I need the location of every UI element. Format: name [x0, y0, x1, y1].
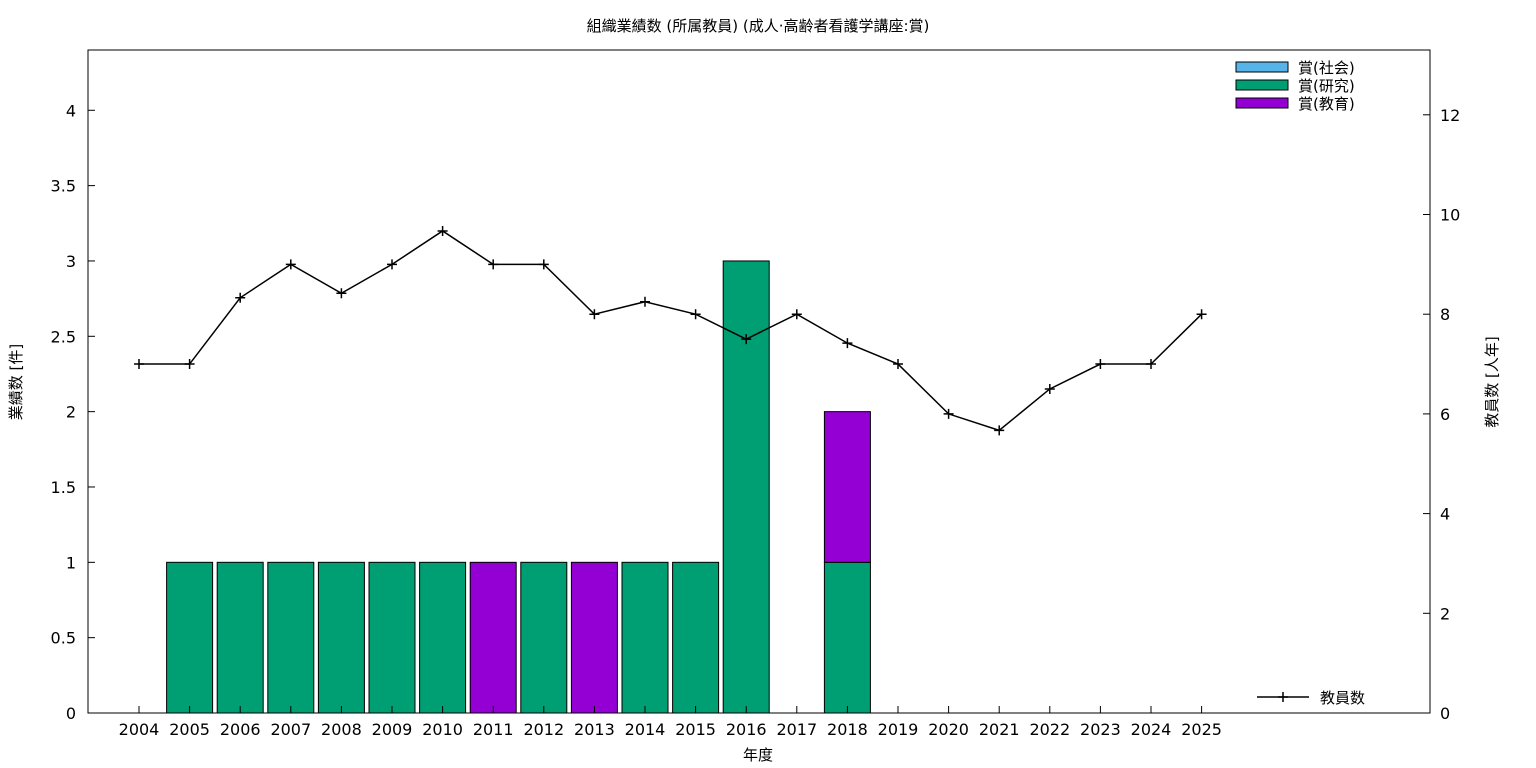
x-tick-label: 2004 [119, 720, 160, 739]
x-tick-label: 2010 [422, 720, 463, 739]
y-tick-label: 3 [66, 252, 76, 271]
legend-label: 賞(研究) [1298, 77, 1355, 95]
y-tick-label: 2.5 [51, 327, 76, 346]
y-tick-label: 0 [66, 704, 76, 723]
x-tick-label: 2007 [270, 720, 311, 739]
x-tick-label: 2009 [372, 720, 413, 739]
y-tick-label: 1 [66, 553, 76, 572]
bar [823, 411, 871, 563]
y2-tick-label: 4 [1440, 505, 1450, 524]
line-point [235, 292, 246, 303]
x-tick-label: 2018 [827, 720, 868, 739]
x-tick-label: 2023 [1080, 720, 1121, 739]
y-tick-label: 2 [66, 403, 76, 422]
plot-frame [87, 49, 1431, 714]
line-point [1095, 359, 1106, 370]
y2-tick-label: 6 [1440, 405, 1450, 424]
chart-title: 組織業績数 (所属教員) (成人·高齢者看護学講座:賞) [587, 17, 930, 35]
line-series-faculty [139, 230, 1203, 432]
x-tick-label: 2025 [1181, 720, 1222, 739]
x-tick-label: 2017 [776, 720, 817, 739]
line-point [387, 259, 397, 270]
line-layer [134, 225, 1207, 436]
x-axis-label: 年度 [743, 746, 773, 764]
bar [419, 561, 467, 714]
bars-layer [166, 260, 871, 714]
x-tick-label: 2015 [675, 720, 716, 739]
legend-line-marker [1278, 692, 1288, 702]
line-point [690, 309, 701, 320]
bar [469, 561, 517, 714]
bar [621, 561, 669, 714]
legend-label: 賞(教育) [1298, 95, 1355, 113]
y2-tick-label: 8 [1440, 305, 1450, 324]
line-point [1146, 359, 1156, 370]
bar [317, 561, 365, 714]
x-tick-label: 2024 [1131, 720, 1172, 739]
y2-axis-label: 教員数 [人年] [1483, 336, 1501, 427]
x-tick-label: 2005 [169, 720, 210, 739]
axes-layer: 0 0.5 1 1.5 2 2.5 3 3.5 4 0 2 4 6 8 10 12 2004 2005 2006 20… [51, 101, 1461, 739]
x-tick-label: 2020 [928, 720, 969, 739]
bar [267, 561, 315, 714]
bar [672, 561, 720, 714]
legend-label: 賞(社会) [1298, 59, 1355, 77]
bar [368, 561, 416, 714]
line-point [640, 296, 650, 307]
x-tick-label: 2011 [473, 720, 514, 739]
legend-swatch [1235, 79, 1289, 91]
y2-tick-label: 10 [1440, 206, 1460, 225]
y-axis-label: 業績数 [件] [7, 344, 25, 420]
bar [166, 561, 214, 714]
legend-swatch [1235, 97, 1289, 109]
line-point [589, 309, 600, 320]
x-tick-label: 2014 [625, 720, 666, 739]
line-point [791, 309, 802, 320]
line-point [1044, 383, 1055, 394]
line-point [741, 334, 752, 345]
legend-label: 教員数 [1320, 689, 1365, 707]
x-tick-label: 2012 [523, 720, 564, 739]
x-tick-label: 2021 [979, 720, 1020, 739]
y2-tick-label: 2 [1440, 604, 1450, 623]
line-point [134, 359, 144, 370]
line-point [336, 288, 347, 299]
y-tick-label: 3.5 [51, 177, 76, 196]
legend-swatch [1235, 61, 1289, 73]
x-tick-label: 2019 [878, 720, 919, 739]
line-point [1196, 309, 1207, 320]
line-point [184, 359, 195, 370]
line-point [994, 425, 1005, 436]
bar [216, 561, 264, 714]
x-tick-label: 2022 [1029, 720, 1070, 739]
line-point [893, 359, 903, 370]
bar [570, 561, 618, 714]
y-tick-label: 1.5 [51, 478, 76, 497]
legend: 賞(社会)賞(研究)賞(教育) 教員数 [1235, 59, 1365, 707]
bar [722, 260, 770, 714]
line-point [285, 259, 296, 270]
bar [823, 561, 871, 714]
line-point [538, 259, 549, 270]
x-tick-label: 2008 [321, 720, 362, 739]
y-tick-label: 4 [66, 101, 76, 120]
x-tick-label: 2006 [220, 720, 261, 739]
bar [520, 561, 568, 714]
x-tick-label: 2016 [726, 720, 767, 739]
y2-tick-label: 0 [1440, 704, 1450, 723]
line-point [842, 338, 853, 349]
x-tick-label: 2013 [574, 720, 615, 739]
line-point [943, 408, 954, 419]
line-point [488, 259, 499, 270]
y2-tick-label: 12 [1440, 106, 1460, 125]
y-tick-label: 0.5 [51, 629, 76, 648]
line-point [437, 225, 448, 236]
